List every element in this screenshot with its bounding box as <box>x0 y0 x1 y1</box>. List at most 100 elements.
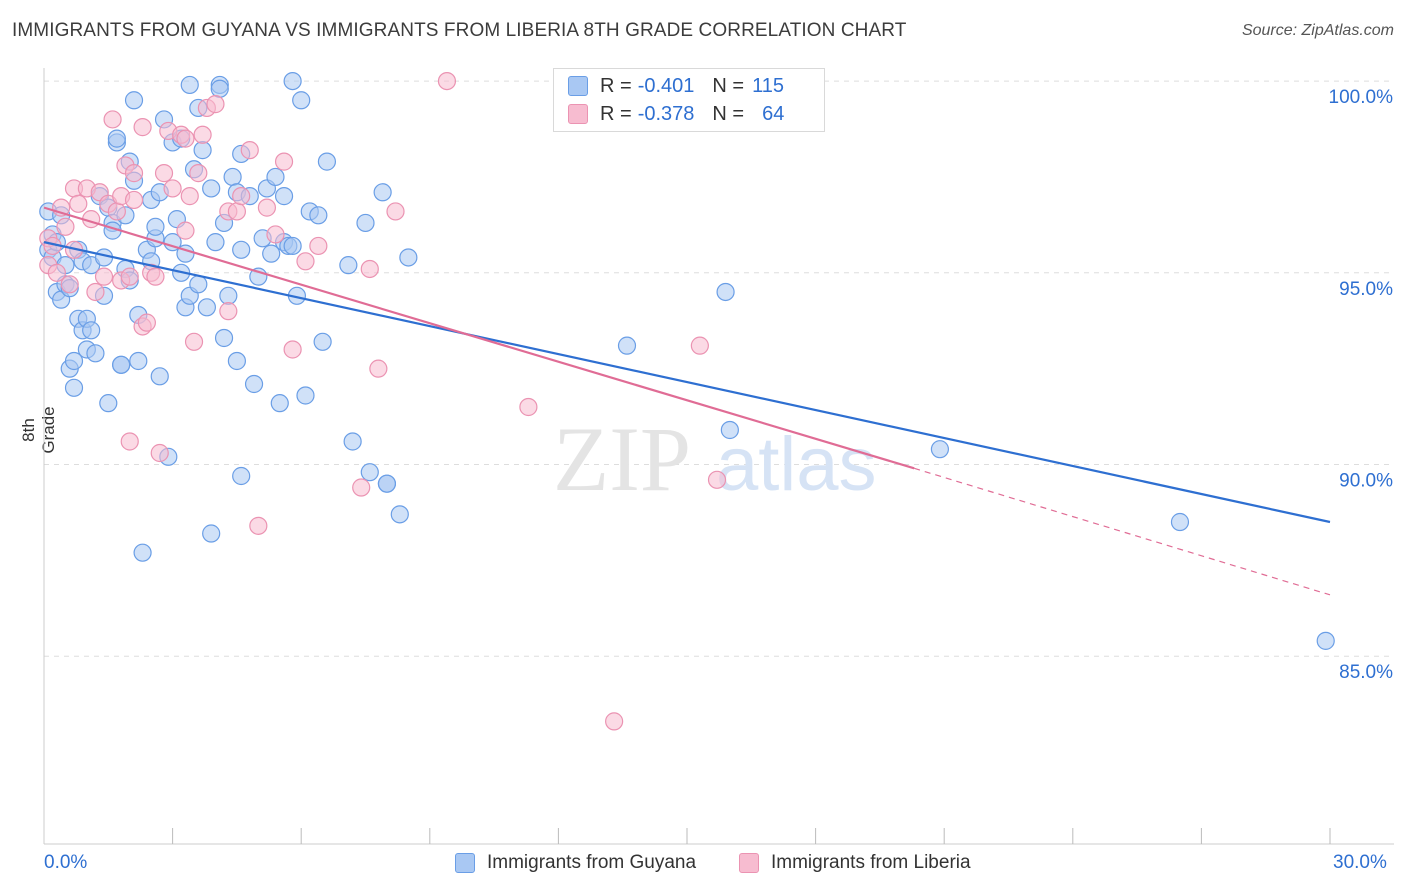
source-label: Source: ZipAtlas.com <box>1241 22 1394 39</box>
guyana-point <box>227 351 246 371</box>
liberia-point <box>352 478 371 497</box>
chart-title: IMMIGRANTS FROM GUYANA VS IMMIGRANTS FRO… <box>12 20 907 41</box>
guyana-point <box>202 179 221 198</box>
guyana-point <box>399 248 418 267</box>
guyana-point <box>129 351 148 371</box>
n-label: N = <box>712 74 745 97</box>
legend-label-liberia: Immigrants from Liberia <box>771 852 971 873</box>
guyana-point <box>283 236 302 256</box>
guyana-point <box>86 344 105 363</box>
guyana-point <box>107 129 126 148</box>
guyana-trend-line <box>43 241 1331 524</box>
liberia-point <box>283 340 302 359</box>
legend-item-guyana[interactable]: Immigrants from Guyana <box>455 852 696 874</box>
liberia-point <box>103 110 122 129</box>
liberia-point <box>240 141 259 160</box>
guyana-point <box>150 367 169 386</box>
liberia-point <box>249 516 268 535</box>
liberia-point <box>146 267 165 286</box>
guyana-point <box>390 505 409 524</box>
guyana-point <box>64 378 84 397</box>
guyana-point <box>232 466 251 486</box>
r-label: R = <box>600 74 632 97</box>
guyana-point <box>356 213 375 233</box>
liberia-point <box>232 187 251 206</box>
liberia-point <box>154 164 174 183</box>
liberia-point <box>309 236 328 256</box>
guyana-point <box>112 355 131 374</box>
guyana-point <box>266 167 285 187</box>
guyana-point <box>377 474 397 493</box>
liberia-swatch <box>568 104 588 124</box>
y-tick-label: 90.0% <box>1339 471 1393 492</box>
guyana-point <box>219 286 238 305</box>
liberia-point <box>219 302 238 321</box>
guyana-point <box>317 152 337 171</box>
r-value: -0.401 <box>637 74 695 97</box>
liberia-point <box>369 359 388 378</box>
liberia-point <box>150 443 169 463</box>
guyana-point <box>716 282 735 302</box>
liberia-point <box>120 432 139 451</box>
r-label: R = <box>600 102 632 125</box>
legend-label-guyana: Immigrants from Guyana <box>487 852 697 873</box>
legend-item-liberia[interactable]: Immigrants from Liberia <box>739 852 971 874</box>
guyana-point <box>232 240 251 259</box>
guyana-point <box>296 386 315 405</box>
liberia-point <box>707 470 727 489</box>
guyana-point <box>283 71 302 91</box>
series-legend: Immigrants from Guyana Immigrants from L… <box>0 852 1406 878</box>
liberia-point <box>227 202 246 221</box>
guyana-point <box>197 298 216 317</box>
guyana-point <box>124 91 144 110</box>
guyana-swatch <box>568 76 588 96</box>
n-value: 64 <box>762 102 785 125</box>
liberia-point <box>193 125 212 144</box>
guyana-point <box>343 432 362 451</box>
r-value: -0.378 <box>637 102 695 125</box>
guyana-point <box>210 79 229 98</box>
legend-row-guyana: R = -0.401 N = 115 <box>568 73 784 99</box>
n-value: 115 <box>752 74 784 97</box>
guyana-point <box>64 351 84 371</box>
guyana-point <box>262 244 281 263</box>
liberia-point <box>124 190 144 210</box>
axes <box>43 68 1394 845</box>
watermark: ZIP atlas <box>553 408 877 510</box>
guyana-point <box>617 336 637 355</box>
x-tick-label-max: 30.0% <box>1333 852 1387 873</box>
y-tick-label: 95.0% <box>1339 279 1393 300</box>
guyana-point <box>214 328 234 348</box>
correlation-legend: R = -0.401 N = 115 R = -0.378 N = 64 <box>553 68 825 132</box>
y-tick-label: 85.0% <box>1339 662 1393 683</box>
liberia-point <box>266 225 285 244</box>
liberia-trend-extension <box>914 467 1331 596</box>
watermark-atlas: atlas <box>716 422 877 507</box>
y-tick-label: 100.0% <box>1329 87 1394 108</box>
x-tick-label-min: 0.0% <box>44 852 88 873</box>
guyana-point <box>720 420 739 440</box>
liberia-point <box>386 202 405 221</box>
guyana-point <box>82 321 101 340</box>
liberia-point <box>86 282 105 302</box>
liberia-point <box>56 217 75 236</box>
liberia-point <box>180 187 199 206</box>
liberia-point <box>107 202 126 221</box>
guyana-legend-swatch <box>455 853 475 873</box>
guyana-point <box>99 394 118 413</box>
guyana-points <box>39 71 1335 650</box>
guyana-point <box>292 91 311 110</box>
liberia-point <box>69 194 88 213</box>
liberia-point <box>360 259 379 279</box>
guyana-point <box>133 543 152 562</box>
guyana-point <box>373 183 392 202</box>
liberia-trend-line <box>43 206 915 470</box>
liberia-point <box>189 164 208 183</box>
liberia-point <box>176 221 195 240</box>
liberia-point <box>437 71 457 91</box>
liberia-point <box>47 263 66 282</box>
liberia-legend-swatch <box>739 853 759 873</box>
liberia-point <box>120 267 139 286</box>
guyana-point <box>360 463 379 482</box>
